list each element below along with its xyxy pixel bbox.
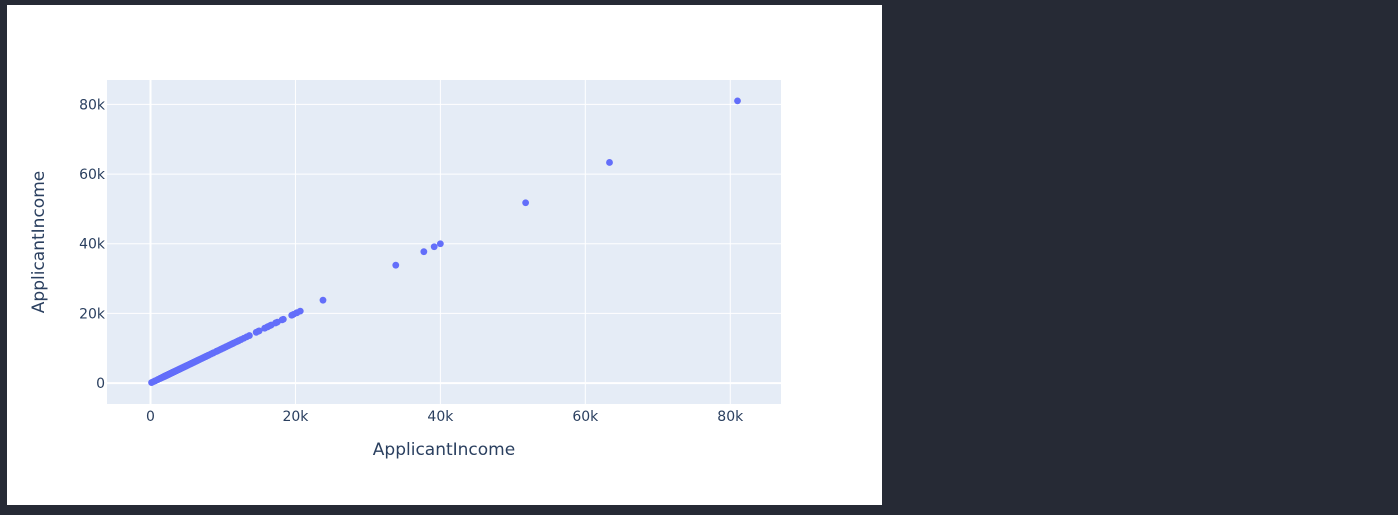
data-points: [148, 97, 741, 386]
data-point: [255, 327, 263, 335]
data-point: [436, 240, 444, 248]
data-point: [296, 307, 304, 315]
x-tick-label: 60k: [572, 409, 599, 425]
data-point: [246, 332, 253, 339]
y-tick-label: 0: [96, 376, 105, 392]
x-tick-label: 20k: [282, 409, 309, 425]
x-tick-label: 80k: [717, 409, 744, 425]
data-point: [319, 296, 327, 304]
x-axis-ticks: 0 20k 40k 60k 80k: [146, 409, 744, 425]
y-axis-ticks: 0 20k 40k 60k 80k: [79, 97, 106, 392]
y-axis-title: ApplicantIncome: [29, 171, 49, 313]
scatter-chart: 0 20k 40k 60k 80k 0 20k 40k 60k 80k ApplicantInc…: [29, 80, 781, 460]
data-point: [606, 159, 613, 166]
y-tick-label: 80k: [79, 97, 106, 113]
y-tick-label: 60k: [79, 167, 106, 183]
x-tick-label: 0: [146, 409, 155, 425]
data-point: [430, 243, 438, 251]
data-point: [522, 199, 530, 207]
y-tick-label: 40k: [79, 237, 106, 253]
data-point: [279, 315, 287, 323]
data-point: [420, 248, 428, 256]
x-tick-label: 40k: [427, 409, 454, 425]
zero-lines: [107, 80, 781, 404]
data-point: [392, 261, 400, 269]
data-point: [734, 97, 741, 105]
x-axis-title: ApplicantIncome: [373, 440, 515, 460]
y-tick-label: 20k: [79, 306, 106, 322]
chart-container: 0 20k 40k 60k 80k 0 20k 40k 60k 80k ApplicantInc…: [7, 5, 882, 505]
